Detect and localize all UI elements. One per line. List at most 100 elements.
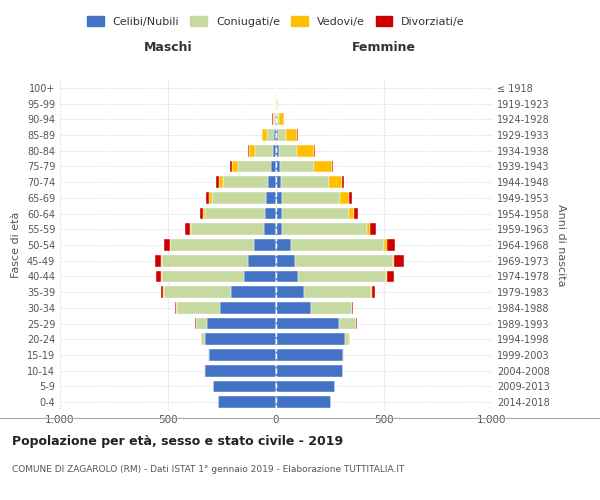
Bar <box>244 270 276 282</box>
Bar <box>276 365 343 376</box>
Bar <box>276 334 345 345</box>
Bar <box>223 176 268 188</box>
Bar <box>276 129 278 141</box>
Bar <box>276 114 277 125</box>
Bar <box>343 349 344 361</box>
Bar <box>276 208 282 220</box>
Bar <box>161 286 163 298</box>
Bar <box>218 396 276 408</box>
Bar <box>249 145 256 156</box>
Bar <box>276 224 283 235</box>
Bar <box>254 239 276 251</box>
Bar <box>262 129 267 141</box>
Bar <box>279 114 284 125</box>
Bar <box>282 192 340 204</box>
Bar <box>278 129 286 141</box>
Bar <box>281 176 329 188</box>
Bar <box>304 286 371 298</box>
Bar <box>282 208 349 220</box>
Bar <box>204 365 205 376</box>
Bar <box>265 208 276 220</box>
Bar <box>212 192 266 204</box>
Bar <box>295 255 392 266</box>
Bar <box>266 192 276 204</box>
Bar <box>275 114 276 125</box>
Bar <box>230 160 232 172</box>
Bar <box>209 349 276 361</box>
Bar <box>276 380 335 392</box>
Bar <box>340 192 349 204</box>
Bar <box>264 224 276 235</box>
Text: Popolazione per età, sesso e stato civile - 2019: Popolazione per età, sesso e stato civil… <box>12 435 343 448</box>
Bar <box>329 176 342 188</box>
Bar <box>190 224 191 235</box>
Bar <box>207 318 276 330</box>
Bar <box>220 302 276 314</box>
Bar <box>276 239 291 251</box>
Bar <box>200 208 203 220</box>
Bar <box>248 255 276 266</box>
Bar <box>216 176 219 188</box>
Bar <box>370 224 376 235</box>
Y-axis label: Fasce di età: Fasce di età <box>11 212 21 278</box>
Bar <box>206 192 209 204</box>
Bar <box>232 160 238 172</box>
Bar <box>276 396 331 408</box>
Bar <box>267 129 274 141</box>
Bar <box>203 208 205 220</box>
Bar <box>248 145 249 156</box>
Y-axis label: Anni di nascita: Anni di nascita <box>556 204 566 286</box>
Bar <box>276 192 282 204</box>
Bar <box>276 349 343 361</box>
Bar <box>392 255 394 266</box>
Bar <box>205 365 276 376</box>
Bar <box>276 302 311 314</box>
Bar <box>314 160 332 172</box>
Bar <box>196 318 207 330</box>
Bar <box>279 145 296 156</box>
Bar <box>230 286 276 298</box>
Bar <box>280 160 314 172</box>
Bar <box>386 239 395 251</box>
Bar <box>283 224 367 235</box>
Bar <box>155 255 161 266</box>
Bar <box>238 160 271 172</box>
Bar <box>170 239 254 251</box>
Bar <box>277 98 278 110</box>
Bar <box>276 160 280 172</box>
Bar <box>185 224 190 235</box>
Bar <box>371 286 375 298</box>
Bar <box>164 286 230 298</box>
Bar <box>276 255 295 266</box>
Bar <box>268 176 276 188</box>
Bar <box>314 145 315 156</box>
Text: Femmine: Femmine <box>352 40 416 54</box>
Bar <box>276 286 304 298</box>
Bar <box>277 114 279 125</box>
Bar <box>157 270 161 282</box>
Bar <box>276 176 281 188</box>
Bar <box>394 255 404 266</box>
Bar <box>272 114 274 125</box>
Bar <box>298 270 386 282</box>
Bar <box>214 380 276 392</box>
Bar <box>367 224 370 235</box>
Bar <box>205 334 276 345</box>
Bar <box>386 270 387 282</box>
Bar <box>296 145 314 156</box>
Bar <box>164 239 170 251</box>
Bar <box>345 334 349 345</box>
Bar <box>191 224 264 235</box>
Bar <box>342 176 344 188</box>
Bar <box>349 192 352 204</box>
Text: Maschi: Maschi <box>143 40 193 54</box>
Bar <box>208 349 209 361</box>
Bar <box>311 302 352 314</box>
Bar <box>276 270 298 282</box>
Bar <box>274 129 276 141</box>
Bar <box>384 239 386 251</box>
Bar <box>176 302 220 314</box>
Bar <box>355 208 358 220</box>
Bar <box>273 145 276 156</box>
Bar <box>349 208 355 220</box>
